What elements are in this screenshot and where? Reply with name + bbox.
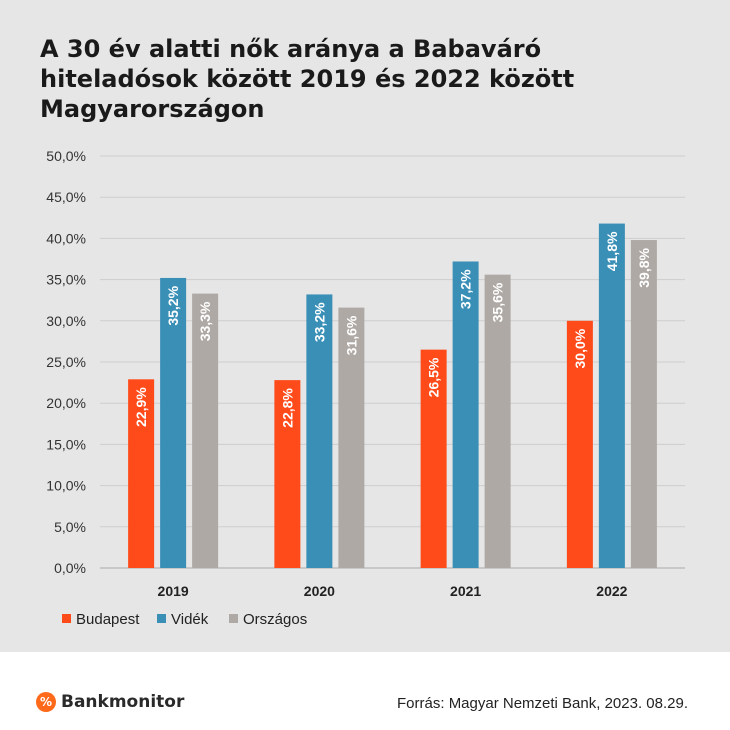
bar-value-label: 33,2%	[311, 302, 327, 342]
bar-value-label: 37,2%	[458, 269, 474, 309]
bar-value-label: 22,8%	[279, 388, 295, 428]
y-tick-label: 20,0%	[46, 395, 86, 411]
bar-value-label: 26,5%	[426, 357, 442, 397]
bar-value-label: 41,8%	[604, 231, 620, 271]
y-tick-label: 10,0%	[46, 478, 86, 494]
legend: Budapest Vidék Országos	[62, 611, 307, 628]
bar-value-label: 39,8%	[636, 248, 652, 288]
y-axis-ticks: 0,0% 5,0% 10,0% 15,0% 20,0% 25,0% 30,0% 35,0% 40…	[46, 148, 86, 576]
bar-orszgos-2022[interactable]	[630, 240, 657, 568]
bar-labels: 22,9% 35,2% 33,3% 22,8% 33,2% 31,6% 26,5% 37,2%…	[133, 231, 652, 428]
x-category-label: 2022	[596, 583, 627, 599]
bar-value-label: 30,0%	[572, 328, 588, 368]
percent-icon: %	[36, 692, 56, 712]
bankmonitor-logo[interactable]: % Bankmonitor	[36, 692, 184, 712]
y-tick-label: 0,0%	[54, 560, 86, 576]
x-category-label: 2020	[304, 583, 335, 599]
grid-lines	[100, 155, 685, 569]
bar-value-label: 33,3%	[197, 301, 213, 341]
bar-vidk-2020[interactable]	[306, 294, 333, 568]
bar-value-label: 31,6%	[343, 315, 359, 355]
bar-budapest-2022[interactable]	[566, 320, 593, 568]
bar-vidk-2019[interactable]	[160, 277, 187, 568]
bar-orszgos-2019[interactable]	[192, 293, 219, 568]
y-tick-label: 25,0%	[46, 354, 86, 370]
chart-title: A 30 év alatti nők aránya a Babaváró hit…	[40, 35, 575, 123]
legend-swatch	[62, 614, 71, 623]
y-tick-label: 5,0%	[54, 519, 86, 535]
x-category-label: 2021	[450, 583, 481, 599]
bars	[128, 223, 657, 568]
source-note: Forrás: Magyar Nemzeti Bank, 2023. 08.29…	[397, 695, 688, 712]
bar-budapest-2021[interactable]	[420, 349, 447, 568]
y-tick-label: 15,0%	[46, 436, 86, 452]
y-tick-label: 50,0%	[46, 148, 86, 164]
bar-vidk-2022[interactable]	[598, 223, 625, 568]
y-tick-label: 35,0%	[46, 272, 86, 288]
bar-budapest-2020[interactable]	[274, 380, 301, 568]
legend-swatch	[157, 614, 166, 623]
legend-swatch	[229, 614, 238, 623]
footer: % Bankmonitor Forrás: Magyar Nemzeti Ban…	[0, 652, 730, 730]
bar-value-label: 35,6%	[490, 282, 506, 322]
legend-label[interactable]: Vidék	[171, 611, 209, 628]
y-tick-label: 30,0%	[46, 313, 86, 329]
bar-value-label: 35,2%	[165, 285, 181, 325]
logo-text: Bankmonitor	[61, 692, 185, 712]
bar-orszgos-2021[interactable]	[484, 274, 511, 568]
y-tick-label: 40,0%	[46, 230, 86, 246]
bar-value-label: 22,9%	[133, 387, 149, 427]
legend-label[interactable]: Budapest	[76, 611, 140, 628]
legend-label[interactable]: Országos	[243, 611, 307, 628]
y-tick-label: 45,0%	[46, 189, 86, 205]
bar-budapest-2019[interactable]	[128, 379, 155, 568]
bar-vidk-2021[interactable]	[452, 261, 479, 568]
bar-chart: 0,0% 5,0% 10,0% 15,0% 20,0% 25,0% 30,0% 35,0% 40…	[46, 148, 685, 628]
x-axis-categories: 2019 2020 2021 2022	[158, 583, 628, 599]
bar-orszgos-2020[interactable]	[338, 307, 365, 568]
x-category-label: 2019	[158, 583, 189, 599]
